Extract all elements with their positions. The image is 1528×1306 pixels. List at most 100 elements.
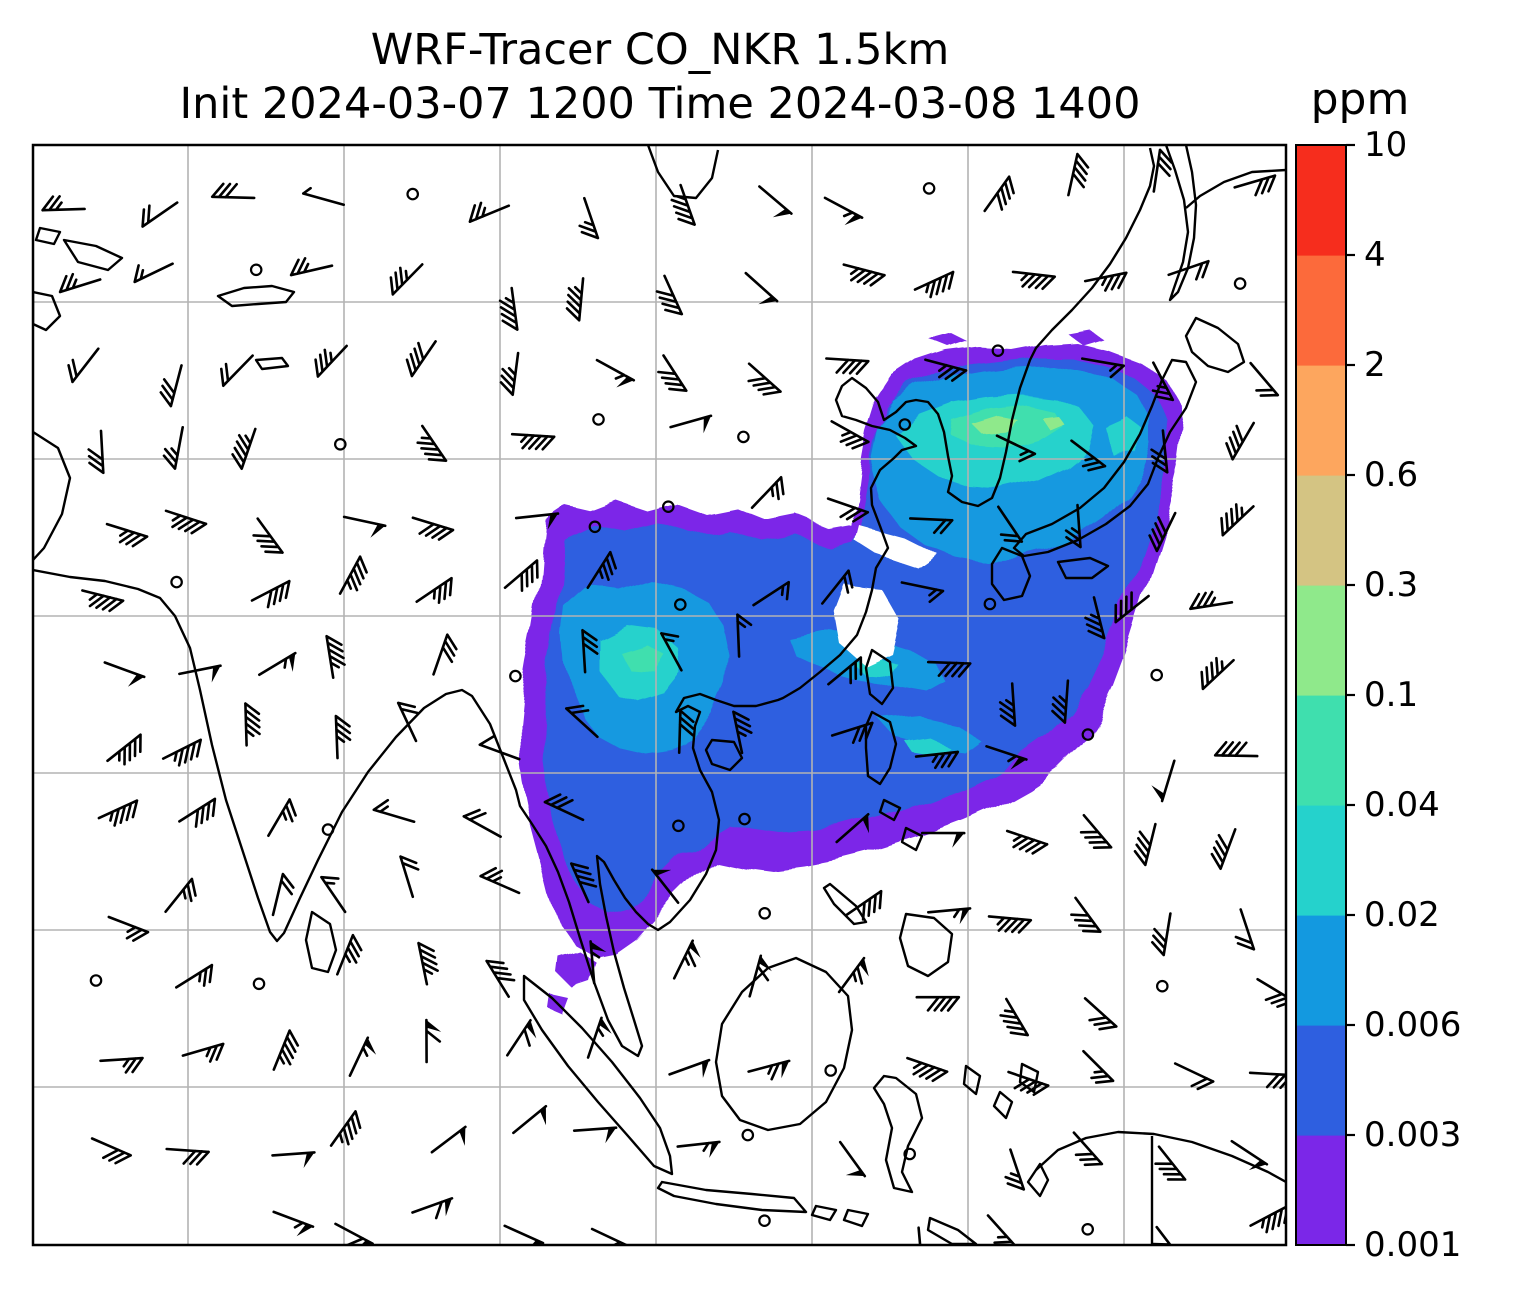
wind-barb [997,505,1024,543]
wind-barb [141,201,179,228]
wind-barb [161,738,202,767]
wind-barb [830,420,870,450]
wind-barb [432,633,458,676]
wind-barb [1070,896,1102,933]
wind-barb-flag [605,1127,617,1144]
wind-barb [503,559,539,592]
calm-wind-circle [406,187,419,201]
wind-barb [1210,828,1237,870]
coastline-path [872,1074,924,1194]
wind-barb [389,263,424,296]
tracer-plume [518,330,1186,1012]
calm-wind-circle [509,669,522,683]
wind-barb [1070,439,1107,472]
wind-barb [750,476,785,509]
wind-barb [334,1222,374,1245]
wind-barb [231,427,257,470]
wind-barb [1173,1062,1215,1091]
wind-barb-flag [296,1224,313,1237]
calm-wind-circle [588,520,602,534]
wind-barb [1133,822,1157,867]
wind-barb [87,429,105,475]
calm-wind-circle [824,1064,837,1077]
wind-barb [983,175,1015,213]
wind-barb [372,798,416,823]
coastline-path [898,912,954,978]
coastline-path [62,238,124,272]
wind-barb-flag [426,1020,442,1032]
wind-barb [1005,829,1049,855]
wind-barb [650,868,680,904]
wind-barb [986,1214,1017,1245]
coastline-path [34,226,62,246]
wind-barb [105,522,149,548]
wind-barb [987,915,1033,934]
wind-barb [1225,421,1255,461]
wind-barb [271,1151,316,1157]
coastline-path [33,430,72,562]
wind-barb [586,550,617,589]
wind-barb [926,660,972,678]
wind-barb [1234,908,1256,951]
coastline-path [33,147,1156,1058]
coastline-path [810,1204,838,1222]
wind-barb [58,272,102,294]
calm-wind-circle [758,906,771,920]
wind-barb [1083,271,1128,292]
calm-wind-circle [741,1128,755,1142]
coastline-path [990,546,1032,602]
coastline-path [704,738,744,772]
colorbar-tick-label: 10 [1364,125,1407,165]
wind-barb [468,201,511,223]
wind-barb [586,1016,605,1059]
wind-barb [396,701,419,743]
wind-barb [1200,656,1235,691]
calm-wind-circle [673,598,687,611]
coastline-path [254,356,290,371]
wind-barb [1160,759,1176,803]
plume-conc-0.006-0.02 [880,716,978,750]
coastline-path [1035,1130,1286,1184]
wind-barb [543,793,585,822]
colorbar-segment [1296,365,1346,476]
calm-wind-circle [170,575,183,589]
wind-barb [1233,174,1277,197]
plume-conc-0.04-0.1 [620,644,664,670]
wind-barb [913,270,955,299]
wind-barb [1154,1145,1187,1181]
wind-barb [1082,1049,1115,1084]
wind-barb [416,424,448,462]
wind-barb-flag [1010,757,1027,770]
wind-barb [90,1137,132,1165]
coastline-path [822,882,868,926]
plume-clear-air-holes [852,522,936,566]
wind-barb [342,515,387,528]
wind-barb [1081,357,1125,379]
wind-barb [67,347,100,384]
wind-barb [314,344,348,378]
wind-barb [164,509,208,535]
wind-barb [325,634,346,679]
colorbar-tick-label: 0.1 [1364,675,1418,715]
wind-barb [498,286,519,331]
wind-barb [748,954,770,998]
wind-barb [1004,1148,1026,1191]
plume-clear-air-holes [836,586,898,664]
wind-barb [1011,270,1056,290]
wind-barb [909,517,954,535]
plume-conc-0.02-0.04 [906,738,948,756]
colorbar-segment [1296,1135,1346,1246]
calm-wind-circle [1150,668,1163,682]
colorbar-tick-label: 0.02 [1364,895,1440,935]
coastline-path [1185,168,1286,209]
colorbar-tick-label: 0.3 [1364,565,1418,605]
calm-wind-circle [738,812,751,826]
wind-barb [581,629,599,674]
wind-barb [1151,361,1175,402]
wind-barb [655,274,684,316]
calm-wind-circle [1233,277,1247,290]
plume-conc-0.001-0.003 [1068,330,1102,344]
calm-wind-circle [661,500,675,513]
wind-barb [677,709,695,754]
